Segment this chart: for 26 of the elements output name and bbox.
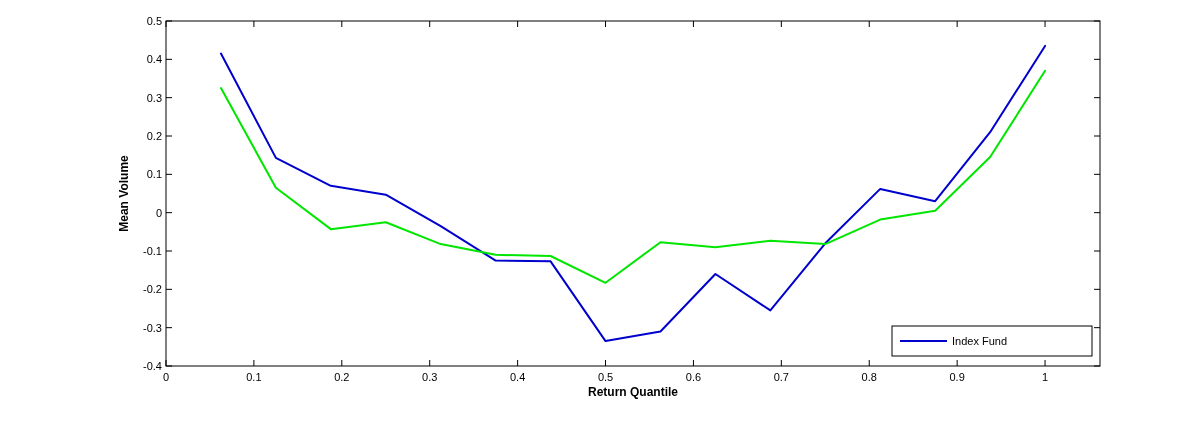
y-axis-title: Mean Volume bbox=[117, 154, 131, 232]
y-tick-label: 0.5 bbox=[146, 15, 162, 27]
line-series bbox=[219, 44, 1047, 343]
x-tick-label: 0.2 bbox=[334, 371, 350, 383]
y-tick-label: -0.3 bbox=[143, 321, 162, 334]
x-tick-label: 0.5 bbox=[597, 371, 614, 383]
legend-label: Index Fund bbox=[952, 335, 1008, 347]
x-tick-label: 0.7 bbox=[773, 371, 789, 383]
x-tick-label: 0.4 bbox=[509, 371, 526, 383]
y-tick-label: 0.1 bbox=[146, 168, 162, 181]
y-tick-label: -0.4 bbox=[143, 360, 162, 372]
x-tick-label: 0.3 bbox=[422, 371, 438, 383]
x-axis-title: Return Quantile bbox=[587, 385, 679, 399]
x-tick-label: 0.9 bbox=[949, 371, 965, 383]
x-tick-label: 0.6 bbox=[685, 371, 702, 383]
y-tick-label: -0.1 bbox=[143, 245, 162, 257]
x-tick-label: 0.8 bbox=[861, 371, 877, 383]
y-tick-label: 0.3 bbox=[146, 91, 162, 104]
line-series bbox=[219, 69, 1047, 284]
y-tick-label: -0.2 bbox=[143, 283, 162, 296]
y-tick-label: 0 bbox=[155, 206, 162, 219]
x-tick-label: 0 bbox=[162, 371, 170, 383]
y-tick-label: 0.2 bbox=[146, 130, 162, 142]
x-tick-label: 0.1 bbox=[246, 371, 262, 383]
y-tick-label: 0.4 bbox=[146, 53, 162, 66]
x-tick-label: 1 bbox=[1042, 371, 1049, 383]
